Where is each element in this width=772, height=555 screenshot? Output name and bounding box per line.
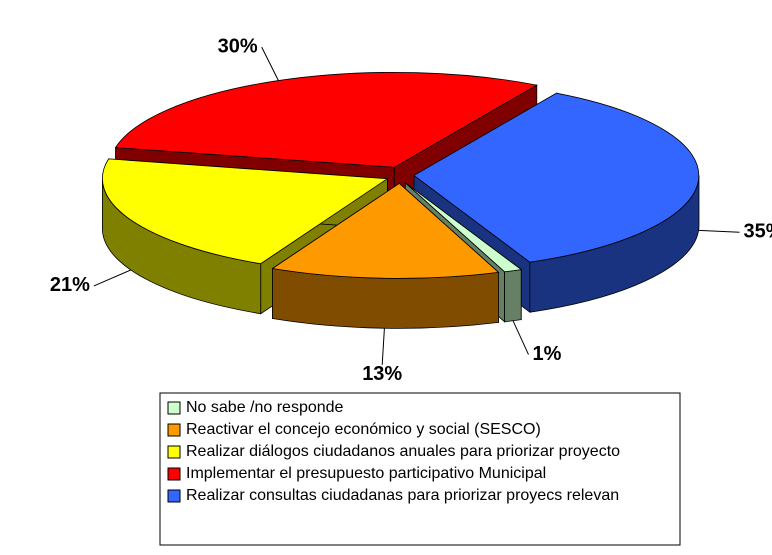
slice-wall xyxy=(504,269,522,323)
leader-line xyxy=(381,328,385,365)
slice xyxy=(405,182,523,273)
legend-swatch xyxy=(167,489,181,503)
data-label: 1% xyxy=(532,343,561,365)
legend-label: Realizar diálogos ciudadanos anuales par… xyxy=(186,443,620,460)
legend-label: No sabe /no responde xyxy=(186,399,344,416)
slice xyxy=(271,182,500,279)
slice xyxy=(102,158,389,265)
slice xyxy=(413,92,700,263)
data-label: 21% xyxy=(50,274,90,296)
legend-label: Reactivar el concejo económico y social … xyxy=(186,421,541,438)
leader-line xyxy=(512,320,529,355)
legend-label: Implementar el presupuesto participativo… xyxy=(186,465,546,482)
leader-line xyxy=(261,46,279,81)
legend-label: Realizar consultas ciudadanas para prior… xyxy=(186,487,619,504)
data-label: 35% xyxy=(744,221,772,243)
leader-line xyxy=(698,229,740,233)
legend-swatch xyxy=(167,467,181,481)
data-label: 13% xyxy=(362,363,402,385)
leader-line xyxy=(93,269,131,287)
slice xyxy=(114,71,538,168)
legend-box xyxy=(159,392,681,546)
data-label: 30% xyxy=(218,35,258,57)
legend-swatch xyxy=(167,401,181,415)
legend-swatch xyxy=(167,423,181,437)
legend-swatch xyxy=(167,445,181,459)
